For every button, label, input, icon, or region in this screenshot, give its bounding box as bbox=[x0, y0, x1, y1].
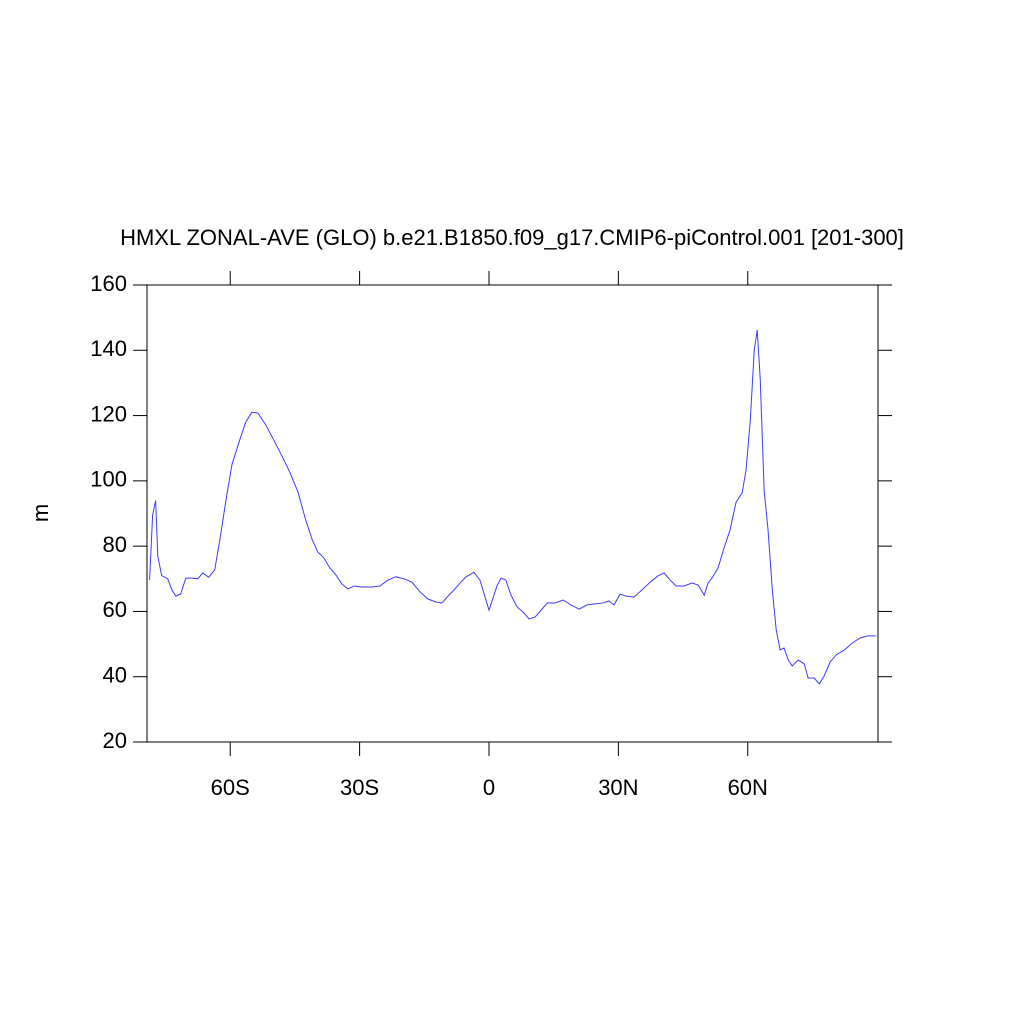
y-tick-label: 100 bbox=[90, 467, 127, 492]
chart-title: HMXL ZONAL-AVE (GLO) b.e21.B1850.f09_g17… bbox=[120, 225, 904, 250]
x-tick-label: 60N bbox=[728, 775, 768, 800]
x-tick-label: 30N bbox=[598, 775, 638, 800]
data-line bbox=[149, 329, 877, 685]
y-tick-label: 80 bbox=[103, 532, 127, 557]
y-tick-label: 40 bbox=[103, 663, 127, 688]
y-tick-label: 140 bbox=[90, 336, 127, 361]
x-tick-label: 0 bbox=[483, 775, 495, 800]
y-tick-label: 160 bbox=[90, 271, 127, 296]
y-axis-label: m bbox=[28, 504, 53, 522]
x-tick-label: 60S bbox=[211, 775, 250, 800]
y-tick-label: 60 bbox=[103, 597, 127, 622]
y-tick-label: 120 bbox=[90, 401, 127, 426]
y-tick-label: 20 bbox=[103, 728, 127, 753]
x-tick-label: 30S bbox=[340, 775, 379, 800]
plot-frame bbox=[146, 284, 879, 743]
